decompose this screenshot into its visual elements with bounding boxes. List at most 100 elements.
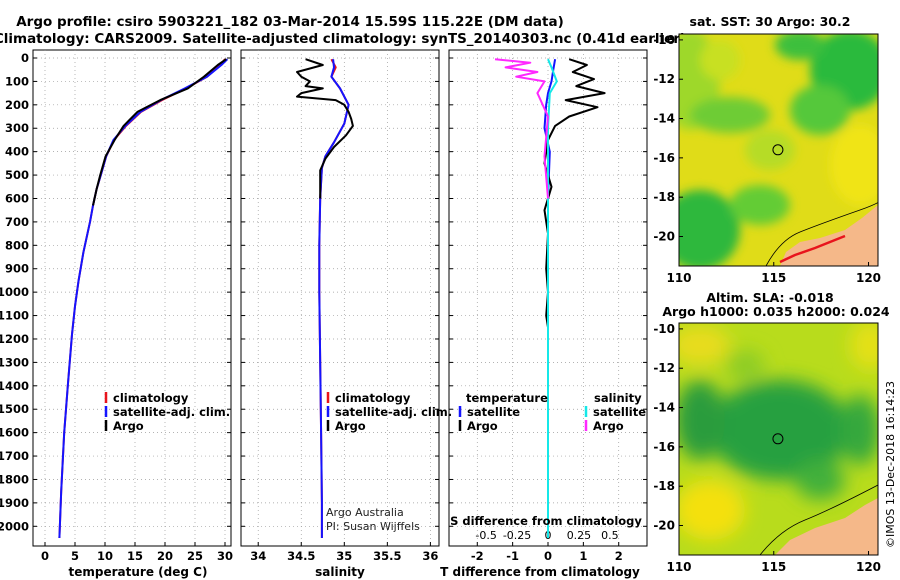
s-difference-tick-label: -0.25 [503,529,531,542]
depth-tick-label: 1300 [0,355,29,369]
x-tick-label: 0 [544,549,552,563]
sst-map-contour [765,190,878,266]
map-y-tick-label: -10 [653,33,675,47]
sla-map-axes: 110 115 120 -10 -12 -14 -16 -18 -20 [653,322,881,574]
map-x-tick-label: 115 [761,271,786,285]
series-salinity-argo [494,58,549,199]
imos-watermark: ©IMOS 13-Dec-2018 16:14:23 [884,381,897,548]
map-y-tick-label: -20 [653,230,675,244]
map-y-tick-label: -14 [653,112,675,126]
map-x-tick-label: 120 [856,271,881,285]
map-x-tick-label: 120 [856,560,881,574]
x-tick-label: 25 [187,549,203,563]
map-y-tick-label: -14 [653,401,675,415]
figure-title-line1: Argo profile: csiro 5903221_182 03-Mar-2… [16,14,564,30]
depth-tick-label: 200 [5,98,29,112]
sla-map-contour [759,484,878,555]
series-temperature-argo [543,58,606,328]
map-y-tick-label: -20 [653,519,675,533]
x-tick-label: 1 [579,549,587,563]
legend-argo-label: Argo [335,419,366,433]
legend-s-argo-label: Argo [593,419,624,433]
s-difference-tick-label: 0.5 [601,529,619,542]
series-climatology [58,58,226,539]
sla-map-argo-marker [772,433,784,445]
series-salinity-satellite [547,58,558,538]
sla-map [679,323,878,555]
depth-tick-label: 100 [5,74,29,88]
depth-tick-label: 1500 [0,402,29,416]
map-y-tick-label: -16 [653,440,675,454]
t-difference-xlabel: T difference from climatology [440,565,640,579]
legend-t-satellite-label: satellite [467,405,520,419]
legend-s-satellite-label: satellite [593,405,646,419]
x-tick-label: 2 [615,549,623,563]
map-y-tick-label: -10 [653,322,675,336]
depth-tick-label: 600 [5,191,29,205]
legend-argo-label: Argo [113,419,144,433]
temperature-legend: climatology satellite-adj. clim. Argo [104,391,230,433]
legend-satellite-label: satellite-adj. clim. [113,405,230,419]
legend-t-argo-label: Argo [467,419,498,433]
credit-line1: Argo Australia [326,506,404,519]
temperature-xlabel: temperature (deg C) [69,565,208,579]
legend-satellite-label: satellite-adj. clim. [335,405,452,419]
depth-tick-label: 0 [21,51,29,65]
x-tick-label: 20 [157,549,173,563]
sst-map [679,34,878,266]
legend-temperature-header: temperature [466,391,548,405]
salinity-legend: climatology satellite-adj. clim. Argo Ar… [326,391,452,533]
legend-climatology-label: climatology [113,391,189,405]
depth-tick-label: 400 [5,145,29,159]
x-tick-label: 10 [97,549,113,563]
map-x-tick-label: 110 [666,560,691,574]
sst-map-frame [678,33,879,267]
profile-series [58,58,606,539]
map-y-tick-label: -16 [653,151,675,165]
sla-map-title-line2: Argo h1000: 0.035 h2000: 0.024 [662,304,890,319]
x-tick-label: 36 [422,549,438,563]
depth-tick-label: 900 [5,262,29,276]
x-axes: 0 5 10 15 20 25 30 34 34.5 35 35.5 36 -2 -1 0 1 2 -0.5 -0.… [41,529,623,563]
legend-salinity-header: salinity [594,391,642,405]
depth-tick-label: 1700 [0,449,29,463]
depth-tick-label: 1100 [0,309,29,323]
sla-map-title-line1: Altim. SLA: -0.018 [706,290,833,305]
temperature-panel-frame [32,49,232,547]
x-tick-label: 15 [127,549,143,563]
x-tick-label: 34 [250,549,266,563]
depth-tick-label: 1900 [0,496,29,510]
depth-tick-label: 1400 [0,379,29,393]
x-tick-label: -2 [471,549,484,563]
credit-line2: PI: Susan Wijffels [326,520,420,533]
s-difference-label: S difference from climatology [450,514,642,528]
x-tick-label: 0 [41,549,49,563]
sla-map-frame [678,322,879,556]
series-satellite-adj-clim- [58,58,229,539]
sst-map-title: sat. SST: 30 Argo: 30.2 [690,14,851,29]
x-tick-label: 35.5 [373,549,401,563]
depth-tick-label: 2000 [0,519,29,533]
sla-map-land [775,498,878,555]
depth-tick-label: 1200 [0,332,29,346]
depth-axis: 0 100 200 300 400 500 600 700 800 900 1000 1100 1200… [0,51,647,533]
s-difference-tick-label: 0.25 [567,529,592,542]
map-y-tick-label: -12 [653,361,675,375]
s-difference-tick-label: -0.5 [475,529,496,542]
map-x-tick-label: 115 [761,560,786,574]
sst-map-field [679,34,878,266]
depth-tick-label: 1800 [0,472,29,486]
legend-climatology-label: climatology [335,391,411,405]
depth-tick-label: 1000 [0,285,29,299]
difference-legend: temperature satellite Argo salinity sate… [458,391,646,433]
depth-tick-label: 300 [5,121,29,135]
x-tick-label: 35 [336,549,352,563]
salinity-panel-frame [240,49,440,547]
figure-title-line2: Climatology: CARS2009. Satellite-adjuste… [0,31,686,47]
depth-tick-label: 700 [5,215,29,229]
x-tick-label: 5 [71,549,79,563]
sst-map-coast-highlight [779,234,846,264]
series-argo [296,58,354,199]
x-tick-label: 30 [217,549,233,563]
sst-map-argo-marker [772,144,784,156]
